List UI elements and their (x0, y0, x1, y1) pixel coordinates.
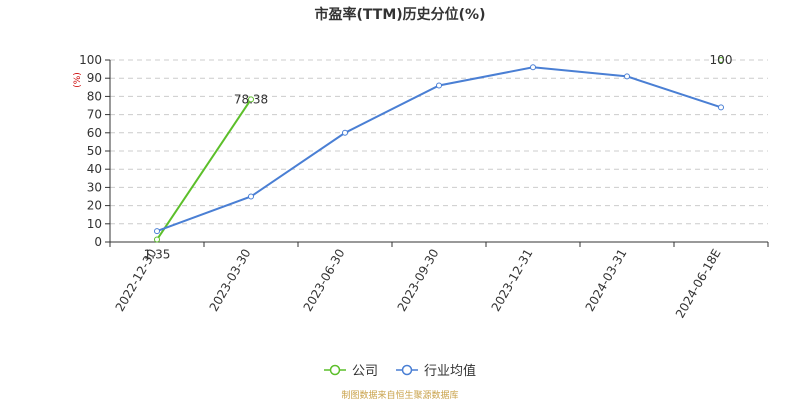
legend-item-industry-avg[interactable]: 行业均值 (396, 360, 476, 379)
y-tick-label: 0 (94, 235, 102, 249)
grid-layer (110, 59, 768, 225)
legend: 公司 行业均值 (0, 360, 800, 379)
series-point-1 (436, 82, 442, 89)
y-tick-label: 10 (87, 217, 102, 231)
y-tick-label: 50 (87, 144, 102, 158)
data-label: 1.35 (144, 248, 171, 262)
series-point-1 (718, 104, 724, 111)
series-point-1 (624, 73, 630, 80)
y-tick-label: 70 (87, 108, 102, 122)
x-tick-label: 2024-06-18E (673, 247, 724, 321)
legend-item-company[interactable]: 公司 (323, 360, 378, 379)
y-tick-label: 60 (87, 126, 102, 140)
data-label: 100 (710, 53, 733, 67)
legend-label-industry-avg: 行业均值 (424, 364, 477, 379)
series-point-1 (248, 193, 254, 200)
chart-title: 市盈率(TTM)历史分位(%) (314, 7, 486, 23)
x-tick-label: 2023-06-30 (301, 247, 348, 314)
series-point-1 (154, 228, 160, 235)
x-tick-label: 2023-09-30 (395, 247, 442, 314)
series-line-0 (156, 98, 252, 241)
y-tick-label: 30 (87, 180, 102, 194)
y-tick-label: 90 (87, 71, 102, 85)
label-layer: 1.35 78.38 100 (144, 53, 733, 262)
x-tick-label: 2023-03-30 (207, 247, 254, 314)
y-axis-unit-label: (%) (73, 72, 83, 88)
series-layer (154, 57, 724, 243)
legend-line-circle-icon (323, 364, 346, 375)
legend-line-circle-icon (396, 364, 418, 375)
y-tick-label: 100 (79, 53, 102, 67)
series-point-1 (342, 129, 348, 136)
x-tick-label: 2023-12-31 (489, 247, 536, 314)
y-tick-label: 20 (87, 199, 102, 213)
series-point-0 (154, 236, 160, 243)
y-tick-label: 80 (87, 89, 102, 103)
x-tick-label: 2024-03-31 (583, 247, 630, 314)
source-footer: 制图数据来自恒生聚源数据库 (341, 391, 459, 401)
series-point-0 (248, 96, 254, 103)
y-tick-label: 40 (87, 162, 102, 176)
legend-label-company: 公司 (351, 364, 378, 379)
data-label: 78.38 (234, 92, 268, 106)
series-point-0 (718, 57, 724, 63)
series-point-1 (530, 64, 536, 71)
